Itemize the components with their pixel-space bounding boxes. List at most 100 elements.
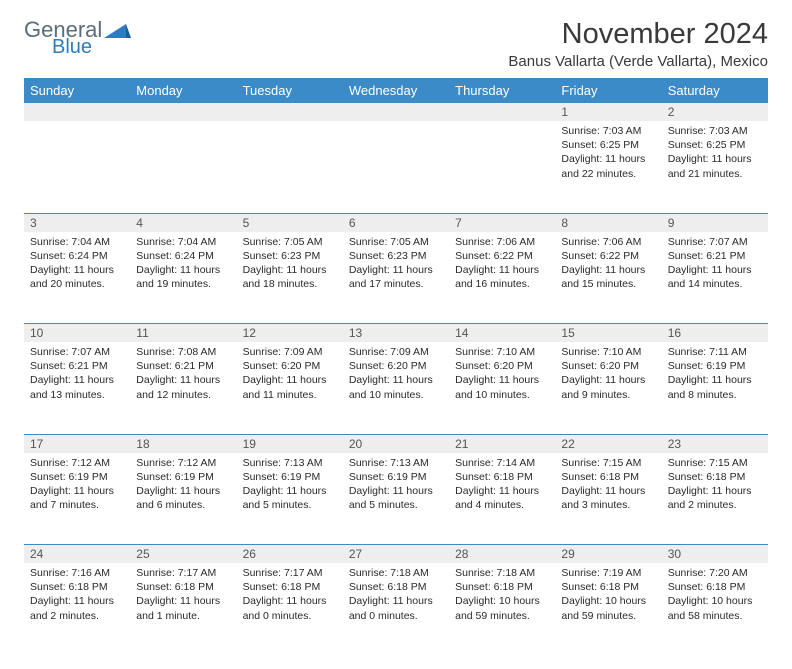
day-detail-line: Sunrise: 7:11 AM <box>668 345 762 359</box>
day-detail-line: Daylight: 11 hours and 17 minutes. <box>349 263 443 291</box>
day-cell <box>343 121 449 213</box>
day-detail-line: Sunset: 6:23 PM <box>243 249 337 263</box>
day-detail-line: Sunrise: 7:12 AM <box>136 456 230 470</box>
day-number: 4 <box>130 213 236 232</box>
day-detail-line: Sunset: 6:20 PM <box>455 359 549 373</box>
day-detail-line: Daylight: 11 hours and 5 minutes. <box>243 484 337 512</box>
day-detail-line: Sunset: 6:22 PM <box>561 249 655 263</box>
day-detail-line: Daylight: 11 hours and 9 minutes. <box>561 373 655 401</box>
day-detail-line: Daylight: 10 hours and 59 minutes. <box>455 594 549 622</box>
day-cell: Sunrise: 7:11 AMSunset: 6:19 PMDaylight:… <box>662 342 768 434</box>
day-cell: Sunrise: 7:17 AMSunset: 6:18 PMDaylight:… <box>130 563 236 655</box>
weekday-header: Wednesday <box>343 78 449 103</box>
day-cell: Sunrise: 7:03 AMSunset: 6:25 PMDaylight:… <box>555 121 661 213</box>
day-detail-line: Sunrise: 7:04 AM <box>136 235 230 249</box>
day-detail-line: Sunrise: 7:18 AM <box>349 566 443 580</box>
day-number: 15 <box>555 324 661 343</box>
calendar-body: 12Sunrise: 7:03 AMSunset: 6:25 PMDayligh… <box>24 103 768 655</box>
day-detail-line: Sunrise: 7:08 AM <box>136 345 230 359</box>
day-cell: Sunrise: 7:09 AMSunset: 6:20 PMDaylight:… <box>237 342 343 434</box>
day-detail-line: Daylight: 10 hours and 59 minutes. <box>561 594 655 622</box>
day-detail-line: Sunrise: 7:20 AM <box>668 566 762 580</box>
day-detail-line: Daylight: 11 hours and 8 minutes. <box>668 373 762 401</box>
day-detail-line: Daylight: 11 hours and 4 minutes. <box>455 484 549 512</box>
day-cell: Sunrise: 7:18 AMSunset: 6:18 PMDaylight:… <box>449 563 555 655</box>
day-cell: Sunrise: 7:05 AMSunset: 6:23 PMDaylight:… <box>343 232 449 324</box>
day-number: 29 <box>555 545 661 564</box>
day-number: 6 <box>343 213 449 232</box>
day-detail-line: Sunset: 6:21 PM <box>30 359 124 373</box>
day-detail-line: Daylight: 11 hours and 12 minutes. <box>136 373 230 401</box>
day-detail-line: Daylight: 10 hours and 58 minutes. <box>668 594 762 622</box>
day-detail-line: Sunrise: 7:12 AM <box>30 456 124 470</box>
calendar-table: Sunday Monday Tuesday Wednesday Thursday… <box>24 78 768 655</box>
day-detail-line: Sunrise: 7:09 AM <box>243 345 337 359</box>
day-detail-line: Daylight: 11 hours and 0 minutes. <box>349 594 443 622</box>
calendar-header-row: Sunday Monday Tuesday Wednesday Thursday… <box>24 78 768 103</box>
day-detail-line: Sunset: 6:18 PM <box>561 470 655 484</box>
day-number: 18 <box>130 434 236 453</box>
day-detail-line: Daylight: 11 hours and 10 minutes. <box>455 373 549 401</box>
day-detail-line: Sunset: 6:20 PM <box>561 359 655 373</box>
day-detail-line: Sunrise: 7:10 AM <box>455 345 549 359</box>
day-detail-line: Sunrise: 7:03 AM <box>668 124 762 138</box>
day-detail-line: Sunrise: 7:07 AM <box>668 235 762 249</box>
day-detail-line: Sunrise: 7:10 AM <box>561 345 655 359</box>
day-detail-line: Sunrise: 7:04 AM <box>30 235 124 249</box>
day-number: 9 <box>662 213 768 232</box>
day-detail-line: Daylight: 11 hours and 20 minutes. <box>30 263 124 291</box>
weekday-header: Tuesday <box>237 78 343 103</box>
day-detail-line: Sunset: 6:24 PM <box>136 249 230 263</box>
day-detail-line: Daylight: 11 hours and 15 minutes. <box>561 263 655 291</box>
day-detail-line: Sunrise: 7:19 AM <box>561 566 655 580</box>
day-detail-line: Sunset: 6:19 PM <box>30 470 124 484</box>
day-number <box>343 103 449 121</box>
day-number: 26 <box>237 545 343 564</box>
weekday-header: Sunday <box>24 78 130 103</box>
logo-triangle-icon <box>104 22 132 47</box>
day-cell <box>449 121 555 213</box>
day-cell: Sunrise: 7:13 AMSunset: 6:19 PMDaylight:… <box>237 453 343 545</box>
day-detail-line: Sunset: 6:18 PM <box>243 580 337 594</box>
day-detail-line: Sunset: 6:20 PM <box>349 359 443 373</box>
day-number: 28 <box>449 545 555 564</box>
day-cell <box>130 121 236 213</box>
day-detail-line: Sunrise: 7:15 AM <box>561 456 655 470</box>
day-detail-line: Daylight: 11 hours and 11 minutes. <box>243 373 337 401</box>
day-cell <box>237 121 343 213</box>
day-detail-line: Sunset: 6:18 PM <box>561 580 655 594</box>
day-detail-line: Sunset: 6:21 PM <box>668 249 762 263</box>
day-cell: Sunrise: 7:10 AMSunset: 6:20 PMDaylight:… <box>449 342 555 434</box>
day-cell: Sunrise: 7:14 AMSunset: 6:18 PMDaylight:… <box>449 453 555 545</box>
day-detail-line: Daylight: 11 hours and 16 minutes. <box>455 263 549 291</box>
day-number: 20 <box>343 434 449 453</box>
logo-text: General Blue <box>24 18 102 58</box>
weekday-header: Saturday <box>662 78 768 103</box>
day-number: 14 <box>449 324 555 343</box>
day-detail-line: Sunset: 6:21 PM <box>136 359 230 373</box>
day-number: 2 <box>662 103 768 121</box>
day-cell <box>24 121 130 213</box>
header: General Blue November 2024 Banus Vallart… <box>24 18 768 70</box>
day-cell: Sunrise: 7:15 AMSunset: 6:18 PMDaylight:… <box>555 453 661 545</box>
weekday-header: Friday <box>555 78 661 103</box>
day-detail-line: Daylight: 11 hours and 13 minutes. <box>30 373 124 401</box>
page-title: November 2024 <box>508 18 768 51</box>
day-cell: Sunrise: 7:09 AMSunset: 6:20 PMDaylight:… <box>343 342 449 434</box>
day-number: 16 <box>662 324 768 343</box>
weekday-header: Monday <box>130 78 236 103</box>
day-detail-line: Daylight: 11 hours and 6 minutes. <box>136 484 230 512</box>
day-detail-line: Sunset: 6:18 PM <box>455 470 549 484</box>
day-detail-line: Sunset: 6:18 PM <box>455 580 549 594</box>
day-detail-line: Sunrise: 7:03 AM <box>561 124 655 138</box>
weekday-header: Thursday <box>449 78 555 103</box>
day-number: 24 <box>24 545 130 564</box>
day-detail-line: Daylight: 11 hours and 18 minutes. <box>243 263 337 291</box>
day-detail-line: Daylight: 11 hours and 14 minutes. <box>668 263 762 291</box>
day-detail-line: Sunset: 6:18 PM <box>349 580 443 594</box>
day-detail-line: Sunset: 6:24 PM <box>30 249 124 263</box>
day-cell: Sunrise: 7:15 AMSunset: 6:18 PMDaylight:… <box>662 453 768 545</box>
day-number: 10 <box>24 324 130 343</box>
day-detail-line: Sunrise: 7:05 AM <box>349 235 443 249</box>
day-detail-line: Sunset: 6:19 PM <box>136 470 230 484</box>
